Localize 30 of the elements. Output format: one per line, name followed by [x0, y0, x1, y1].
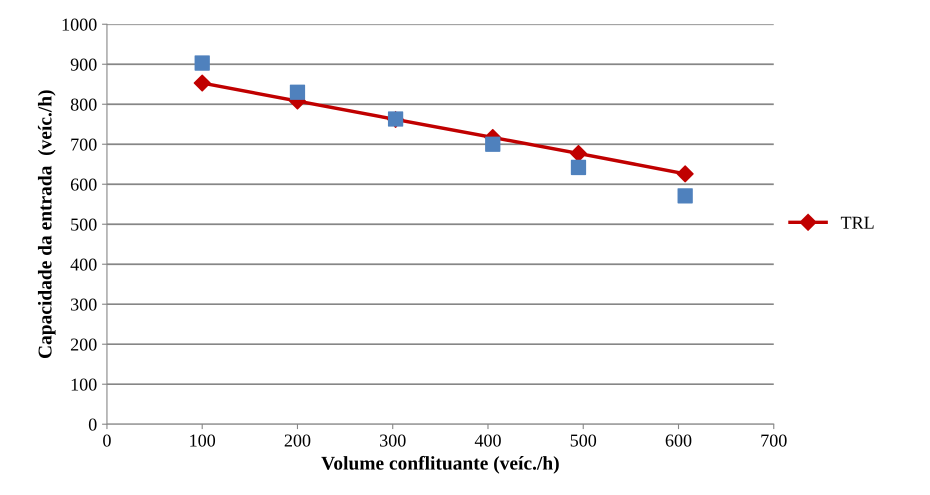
y-tick-label: 900	[70, 58, 97, 71]
y-tick-label: 800	[70, 98, 97, 111]
y-tick-label: 700	[71, 138, 97, 151]
point	[570, 144, 588, 162]
x-tick-label: 400	[474, 434, 501, 447]
y-tick-label: 1000	[62, 18, 97, 31]
x-tick-label: 500	[570, 434, 596, 447]
x-tick-label: 200	[284, 434, 310, 447]
point	[485, 136, 500, 152]
y-axis-title: Capacidade da entrada (veíc./h)	[38, 90, 56, 358]
point	[290, 84, 306, 100]
y-tick-label: 300	[71, 298, 97, 311]
x-tick-label: 300	[380, 434, 406, 447]
x-tick-label: 700	[761, 434, 787, 447]
point	[678, 188, 693, 204]
y-tick-label: 400	[70, 258, 97, 271]
y-tick-label: 100	[72, 378, 97, 391]
x-tick-label: 600	[666, 434, 692, 447]
point	[676, 165, 694, 182]
x-tick-label: 0	[103, 434, 111, 447]
legend-label: TRL	[840, 216, 874, 229]
x-axis-title: Volume conflituante (veíc./h)	[321, 456, 559, 474]
point	[570, 160, 586, 176]
y-tick-label: 600	[70, 178, 97, 191]
x-tick-label: 100	[190, 434, 216, 447]
point	[194, 74, 211, 92]
y-tick-label: 200	[70, 338, 97, 351]
y-tick-label: 0	[88, 418, 97, 431]
point	[194, 55, 210, 71]
y-tick-label: 500	[71, 218, 97, 231]
